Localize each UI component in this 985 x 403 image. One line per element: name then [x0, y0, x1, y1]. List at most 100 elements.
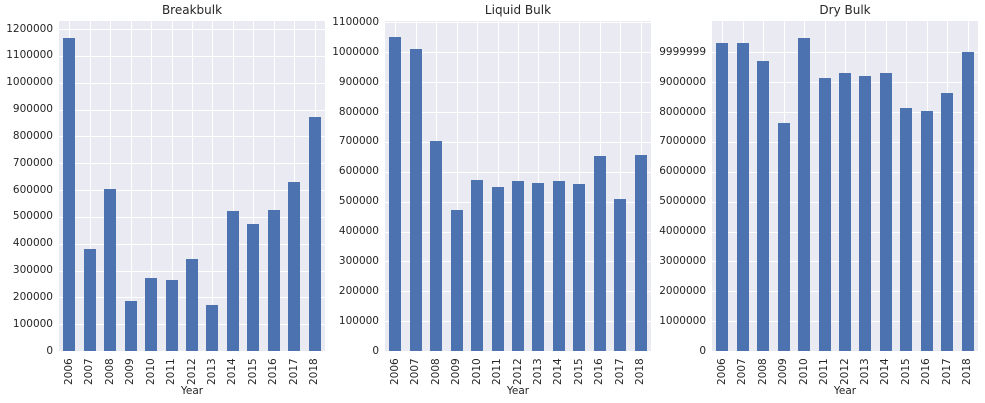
xtick-label: 2009: [450, 358, 462, 385]
ytick-label: 1000000: [6, 76, 53, 89]
gridline-vertical: [600, 21, 601, 351]
gridline-horizontal: [385, 231, 651, 233]
gridline-horizontal: [59, 270, 325, 272]
bar-2015: [247, 223, 259, 351]
xtick-label: 2010: [798, 358, 810, 385]
xtick-label: 2008: [757, 358, 769, 385]
bar-2006: [63, 37, 75, 351]
gridline-vertical: [131, 21, 132, 351]
bar-2008: [430, 140, 442, 351]
ytick-label: 800000: [12, 129, 53, 142]
ytick-label: 700000: [12, 156, 53, 169]
xtick-label: 2009: [124, 358, 136, 385]
ytick-label: 6000000: [659, 165, 706, 178]
gridline-vertical: [845, 21, 846, 351]
gridline-horizontal: [59, 163, 325, 165]
xtick-label: 2016: [593, 358, 605, 385]
gridline-vertical: [315, 21, 316, 351]
gridline-horizontal: [385, 261, 651, 263]
gridline-horizontal: [712, 141, 978, 143]
bar-2007: [737, 42, 749, 351]
ytick-label: 900000: [338, 75, 379, 88]
gridline-horizontal: [385, 321, 651, 323]
xtick-label: 2017: [941, 358, 953, 385]
bar-2017: [288, 182, 300, 351]
gridline-horizontal: [59, 216, 325, 218]
xtick-label: 2013: [206, 358, 218, 385]
gridline-vertical: [457, 21, 458, 351]
gridline-horizontal: [59, 82, 325, 84]
chart-title: Liquid Bulk: [484, 3, 552, 17]
ytick-label: 300000: [12, 264, 53, 276]
bar-2012: [839, 73, 851, 351]
gridline-horizontal: [59, 324, 325, 326]
gridline-vertical: [886, 21, 887, 351]
bar-2014: [227, 211, 239, 351]
bar-2015: [900, 107, 912, 351]
bar-2007: [410, 48, 422, 351]
gridline-vertical: [192, 21, 193, 351]
bar-2016: [268, 210, 280, 351]
xtick-label: 2016: [267, 358, 279, 385]
bar-2011: [492, 187, 504, 351]
ytick-label: 1000000: [332, 45, 379, 58]
gridline-vertical: [294, 21, 295, 351]
plot-area: [385, 21, 651, 351]
gridline-vertical: [274, 21, 275, 351]
xtick-label: 2018: [961, 358, 973, 385]
gridline-horizontal: [712, 261, 978, 263]
gridline-vertical: [233, 21, 234, 351]
gridline-vertical: [559, 21, 560, 351]
xtick-label: 2015: [247, 358, 259, 385]
ytick-label: 900000: [12, 103, 53, 116]
gridline-horizontal: [712, 231, 978, 233]
xtick-label: 2006: [389, 358, 401, 385]
xtick-label: 2016: [920, 358, 932, 385]
xtick-label: 2006: [716, 358, 728, 385]
gridline-vertical: [968, 21, 969, 351]
bar-2017: [941, 92, 953, 351]
bar-2008: [104, 189, 116, 351]
gridline-vertical: [477, 21, 478, 351]
bar-2012: [186, 259, 198, 351]
xtick-label: 2015: [900, 358, 912, 385]
gridline-vertical: [784, 21, 785, 351]
gridline-vertical: [518, 21, 519, 351]
bar-2018: [635, 155, 647, 351]
ytick-label: 9999999: [659, 45, 706, 58]
gridline-horizontal: [712, 291, 978, 293]
plot-area: [712, 21, 978, 351]
x-axis-label: Year: [180, 385, 204, 397]
xtick-label: 2013: [532, 358, 544, 385]
ytick-label: 1100000: [332, 15, 379, 28]
xtick-label: 2014: [552, 358, 564, 385]
gridline-vertical: [927, 21, 928, 351]
gridline-vertical: [151, 21, 152, 351]
gridline-vertical: [947, 21, 948, 351]
bar-2006: [389, 37, 401, 351]
bar-2011: [166, 280, 178, 351]
bar-2006: [716, 42, 728, 351]
ytick-label: 2000000: [659, 284, 706, 297]
gridline-vertical: [212, 21, 213, 351]
xtick-label: 2012: [512, 358, 524, 385]
gridline-vertical: [498, 21, 499, 351]
gridline-horizontal: [385, 291, 651, 293]
ytick-label: 1200000: [6, 22, 53, 35]
xtick-label: 2011: [491, 358, 503, 385]
ytick-label: 5000000: [659, 195, 706, 208]
gridline-horizontal: [59, 109, 325, 111]
gridline-vertical: [825, 21, 826, 351]
gridline-horizontal: [59, 190, 325, 192]
gridline-vertical: [743, 21, 744, 351]
bar-2009: [125, 301, 137, 351]
xtick-label: 2017: [614, 358, 626, 385]
bar-2018: [962, 51, 974, 351]
gridline-horizontal: [712, 171, 978, 173]
bar-2018: [309, 117, 321, 351]
gridline-vertical: [395, 21, 396, 351]
bar-2017: [614, 198, 626, 351]
gridline-horizontal: [59, 29, 325, 31]
